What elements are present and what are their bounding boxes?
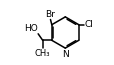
Text: Br: Br bbox=[45, 10, 55, 19]
Text: CH₃: CH₃ bbox=[35, 49, 50, 58]
Text: Cl: Cl bbox=[84, 20, 92, 29]
Text: N: N bbox=[61, 50, 68, 58]
Text: HO: HO bbox=[23, 25, 37, 33]
